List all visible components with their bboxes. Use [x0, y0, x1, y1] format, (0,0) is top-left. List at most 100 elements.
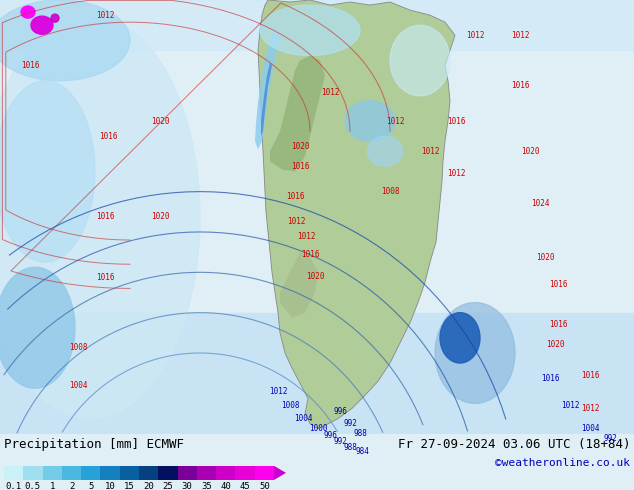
Ellipse shape — [368, 136, 403, 167]
Text: 1020: 1020 — [521, 147, 540, 156]
Text: 1012: 1012 — [447, 169, 465, 178]
Text: 0.5: 0.5 — [25, 482, 41, 490]
Text: 1008: 1008 — [68, 343, 87, 352]
Text: 45: 45 — [240, 482, 250, 490]
Polygon shape — [258, 0, 455, 429]
Ellipse shape — [260, 5, 360, 55]
Bar — [197, 466, 216, 480]
Text: 992: 992 — [343, 419, 357, 428]
Ellipse shape — [31, 16, 53, 34]
Text: 996: 996 — [323, 431, 337, 440]
Text: 988: 988 — [353, 429, 367, 438]
Text: 984: 984 — [355, 447, 369, 456]
Text: Fr 27-09-2024 03.06 UTC (18+84): Fr 27-09-2024 03.06 UTC (18+84) — [398, 438, 630, 451]
Text: 1020: 1020 — [546, 341, 564, 349]
Ellipse shape — [51, 14, 59, 22]
Bar — [120, 466, 139, 480]
Text: 1016: 1016 — [549, 280, 567, 289]
Bar — [216, 466, 235, 480]
Ellipse shape — [21, 6, 35, 18]
Ellipse shape — [0, 15, 200, 418]
Text: 1000: 1000 — [309, 424, 327, 433]
Text: 1016: 1016 — [21, 61, 39, 70]
Text: 1020: 1020 — [151, 117, 169, 125]
Text: 1016: 1016 — [541, 374, 559, 383]
Text: 1020: 1020 — [151, 212, 169, 221]
Text: 1: 1 — [49, 482, 55, 490]
Ellipse shape — [0, 267, 75, 388]
Text: 1012: 1012 — [321, 88, 339, 98]
Text: 988: 988 — [343, 443, 357, 452]
Text: 1016: 1016 — [96, 212, 114, 221]
Bar — [139, 466, 158, 480]
Bar — [255, 466, 274, 480]
Text: 992: 992 — [333, 437, 347, 446]
Bar — [158, 466, 178, 480]
Bar — [62, 466, 81, 480]
Text: 10: 10 — [105, 482, 115, 490]
Text: 2: 2 — [69, 482, 74, 490]
Bar — [81, 466, 100, 480]
Bar — [178, 466, 197, 480]
Text: 1016: 1016 — [99, 132, 117, 141]
Bar — [42, 466, 62, 480]
Bar — [23, 466, 42, 480]
Text: 1008: 1008 — [381, 187, 399, 196]
Text: 1008: 1008 — [281, 401, 299, 410]
Text: 1012: 1012 — [560, 401, 579, 410]
Polygon shape — [280, 252, 318, 318]
Bar — [235, 466, 255, 480]
Polygon shape — [255, 32, 280, 149]
Text: 992: 992 — [603, 434, 617, 443]
Text: 1016: 1016 — [286, 192, 304, 201]
Text: 1012: 1012 — [287, 218, 305, 226]
Text: Precipitation [mm] ECMWF: Precipitation [mm] ECMWF — [4, 438, 184, 451]
Text: 1012: 1012 — [511, 31, 529, 40]
Ellipse shape — [0, 0, 130, 81]
Bar — [0, 313, 634, 434]
Text: 1012: 1012 — [581, 404, 599, 413]
Bar — [100, 466, 120, 480]
Text: 35: 35 — [201, 482, 212, 490]
Text: 5: 5 — [88, 482, 93, 490]
Text: ©weatheronline.co.uk: ©weatheronline.co.uk — [495, 458, 630, 468]
Text: 1012: 1012 — [466, 31, 484, 40]
Text: 1012: 1012 — [385, 117, 404, 125]
Text: 15: 15 — [124, 482, 135, 490]
Text: 1016: 1016 — [96, 273, 114, 282]
Text: 1024: 1024 — [531, 199, 549, 208]
Text: 1016: 1016 — [511, 81, 529, 90]
Ellipse shape — [0, 81, 95, 262]
Text: 0.1: 0.1 — [6, 482, 22, 490]
Text: 1020: 1020 — [306, 272, 324, 281]
Text: 1012: 1012 — [421, 147, 439, 156]
Text: 996: 996 — [333, 407, 347, 416]
Polygon shape — [261, 63, 272, 136]
Text: 20: 20 — [143, 482, 154, 490]
Ellipse shape — [435, 302, 515, 403]
Ellipse shape — [345, 101, 395, 141]
Text: 1016: 1016 — [291, 162, 309, 171]
Text: 1016: 1016 — [447, 117, 465, 125]
Text: 30: 30 — [182, 482, 193, 490]
Text: 1004: 1004 — [294, 414, 313, 423]
Text: 50: 50 — [259, 482, 269, 490]
Text: 1016: 1016 — [581, 370, 599, 380]
Text: 1012: 1012 — [269, 387, 287, 396]
Text: 25: 25 — [162, 482, 173, 490]
Text: 40: 40 — [221, 482, 231, 490]
Polygon shape — [270, 55, 325, 172]
Polygon shape — [274, 466, 286, 480]
Bar — [0, 0, 634, 50]
Text: 1012: 1012 — [297, 232, 315, 242]
Ellipse shape — [390, 25, 450, 96]
Text: 1004: 1004 — [68, 381, 87, 390]
Ellipse shape — [440, 313, 480, 363]
Text: 1016: 1016 — [549, 320, 567, 329]
Bar — [4, 466, 23, 480]
Text: 1020: 1020 — [536, 253, 554, 262]
Text: 1016: 1016 — [301, 249, 320, 259]
Text: 1012: 1012 — [96, 11, 114, 20]
Text: 1020: 1020 — [291, 142, 309, 151]
Text: 1004: 1004 — [581, 424, 599, 433]
